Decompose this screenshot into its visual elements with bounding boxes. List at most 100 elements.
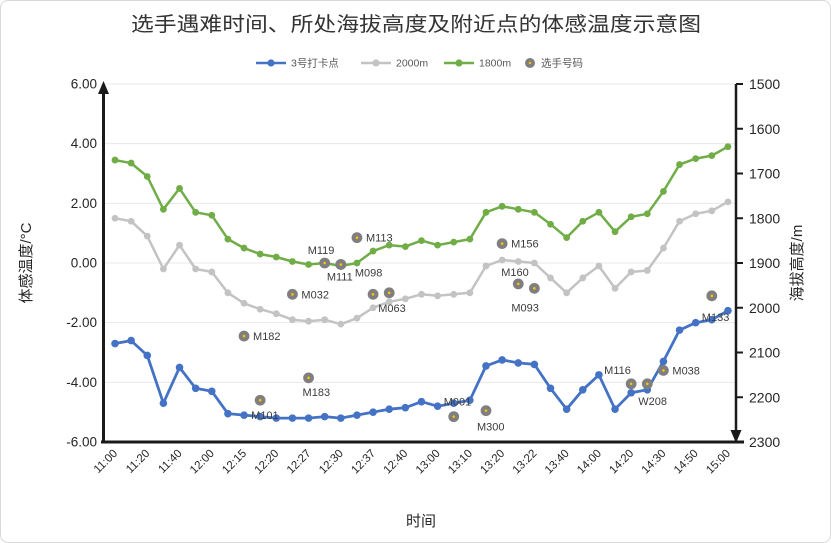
- series-marker: [643, 210, 651, 218]
- y-right-tick-label: 1600: [749, 121, 780, 137]
- series-marker: [498, 202, 506, 210]
- y-left-tick-label: -2.00: [66, 315, 97, 330]
- series-marker: [192, 208, 200, 216]
- series-marker: [321, 316, 329, 324]
- runner-label: M093: [511, 302, 539, 314]
- x-tick-label: 12:40: [382, 448, 411, 477]
- x-tick-label: 12:30: [317, 448, 346, 477]
- series-marker: [660, 244, 667, 252]
- runner-dot-center: [629, 382, 633, 386]
- series-marker: [305, 261, 312, 268]
- runner-label: M116: [604, 365, 631, 377]
- runner-dot-center: [355, 236, 359, 239]
- series-marker: [401, 243, 409, 250]
- y-left-tick-label: 0.00: [71, 256, 97, 271]
- series-marker: [579, 217, 587, 225]
- y-right-tick-label: 2100: [749, 345, 780, 361]
- series-marker: [563, 234, 571, 242]
- series-marker: [369, 304, 377, 312]
- series-marker: [514, 205, 522, 213]
- series-marker: [611, 228, 619, 236]
- runner-label: M133: [702, 312, 730, 324]
- runner-label: M038: [672, 365, 700, 377]
- series-marker: [498, 256, 506, 264]
- runner-dot-center: [533, 287, 536, 290]
- runner-label: M111: [327, 271, 353, 283]
- x-axis-title: 时间: [406, 513, 436, 530]
- legend-item-2: 1800m: [444, 58, 511, 70]
- series-marker: [224, 289, 232, 297]
- series-marker: [143, 173, 151, 180]
- series-marker: [466, 396, 474, 405]
- series-marker: [627, 388, 635, 397]
- series-marker: [482, 362, 490, 370]
- series-marker: [369, 408, 377, 416]
- series-marker: [353, 314, 361, 322]
- series-marker: [369, 247, 377, 255]
- series-marker: [401, 295, 409, 303]
- series-marker: [611, 284, 619, 292]
- series-marker: [595, 208, 603, 216]
- series-marker: [676, 161, 683, 168]
- y-right-axis-title: 海拔高度/m: [789, 225, 806, 302]
- series-marker: [450, 290, 458, 298]
- series-marker: [547, 274, 554, 282]
- series-marker: [449, 399, 458, 408]
- series-marker: [708, 315, 716, 324]
- axes: 6.00 4.00 2.00 0.00 -2.00 -4.00 -6.00 1500 1600 1…: [66, 76, 780, 450]
- series-marker: [724, 306, 732, 315]
- series-marker: [708, 207, 716, 215]
- series-marker: [240, 244, 248, 252]
- runner-label: M063: [378, 303, 406, 315]
- legend-marker-icon: [267, 59, 275, 67]
- series-marker: [562, 405, 571, 413]
- series-marker: [530, 259, 538, 267]
- series-marker: [675, 326, 684, 334]
- series-marker: [159, 205, 167, 213]
- series-marker: [643, 267, 651, 274]
- runner-label: M113: [366, 233, 393, 245]
- series-marker: [224, 235, 232, 243]
- series-marker: [127, 336, 135, 345]
- series-marker: [256, 412, 264, 421]
- runner-label: M119: [308, 245, 335, 257]
- x-tick-label: 12:20: [253, 448, 282, 477]
- series-marker: [176, 241, 183, 249]
- chart-title: 选手遇难时间、所处海拔高度及附近点的体感温度示意图: [131, 13, 701, 36]
- series-marker: [434, 292, 441, 300]
- y-right-tick-label: 1500: [749, 76, 780, 92]
- runner-dot-center: [484, 409, 488, 412]
- series-marker: [143, 232, 151, 240]
- series-marker: [708, 152, 716, 160]
- legend-marker-icon: [455, 59, 463, 67]
- series-marker: [417, 397, 426, 406]
- series-marker: [256, 305, 264, 313]
- series-marker: [659, 357, 668, 366]
- series-marker: [466, 289, 474, 297]
- data-series: [111, 143, 732, 422]
- series-marker: [418, 237, 425, 245]
- y-left-tick-label: -4.00: [66, 375, 97, 390]
- x-tick-label: 13:40: [543, 448, 572, 477]
- runner-dot-center: [500, 242, 504, 245]
- x-tick-label: 11:00: [92, 448, 120, 476]
- series-marker: [691, 318, 700, 327]
- series-marker: [401, 403, 410, 412]
- series-marker: [627, 213, 635, 221]
- series-marker: [692, 210, 700, 218]
- series-marker: [289, 316, 296, 324]
- runner-label: M098: [355, 267, 383, 279]
- series-marker: [207, 387, 216, 396]
- legend-marker-icon: [372, 59, 380, 67]
- x-tick-label: 13:22: [511, 448, 540, 477]
- series-marker: [385, 298, 393, 306]
- x-tick-label: 15:00: [704, 448, 733, 477]
- series-marker: [111, 156, 119, 164]
- y-right-tick-label: 1900: [749, 255, 780, 271]
- series-marker: [304, 414, 313, 422]
- series-marker: [579, 274, 587, 282]
- chart-legend: 3号打卡点 2000m 1800m 选手号码: [256, 57, 583, 70]
- series-marker: [546, 384, 555, 393]
